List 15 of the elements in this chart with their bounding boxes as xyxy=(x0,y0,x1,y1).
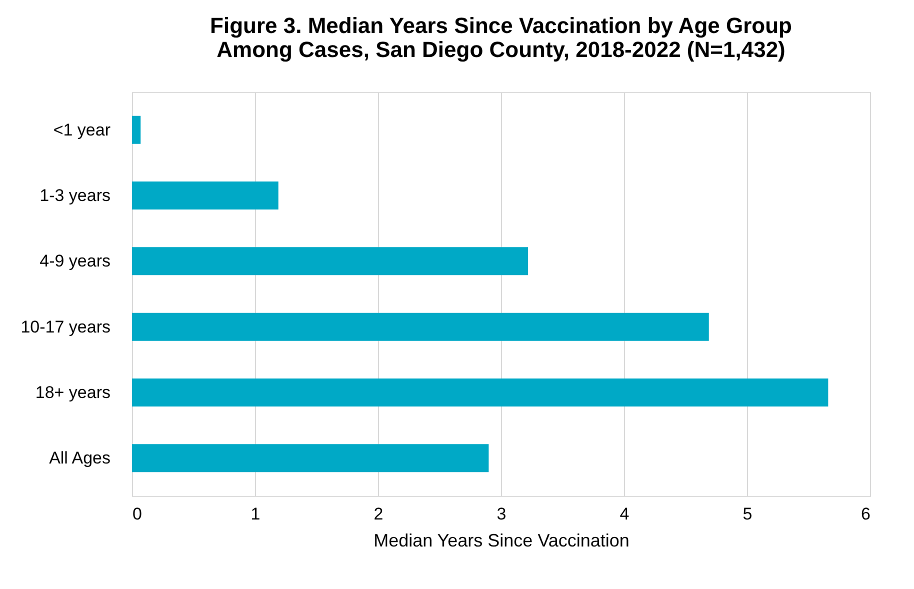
y-tick-label: 10-17 years xyxy=(20,317,110,336)
chart-title: Figure 3. Median Years Since Vaccination by Age Group Among Cases, San Diego County, 2018-2022 (N=1,432) xyxy=(210,13,792,62)
x-tick-label: 1 xyxy=(250,504,260,524)
x-tick-label: 3 xyxy=(496,504,506,524)
x-axis-title: Median Years Since Vaccination xyxy=(374,530,630,550)
y-tick-label: 18+ years xyxy=(35,383,110,402)
y-tick-label: 1-3 years xyxy=(40,186,110,205)
x-tick-label: 5 xyxy=(742,504,752,524)
y-tick-label: 4-9 years xyxy=(40,252,110,271)
x-tick-label: 4 xyxy=(620,504,630,524)
y-tick-label: <1 year xyxy=(53,120,111,140)
x-tick-label: 2 xyxy=(374,504,384,524)
x-tick-label: 0 xyxy=(132,504,142,524)
x-tick-label: 6 xyxy=(861,504,870,524)
y-tick-label: All Ages xyxy=(49,448,110,468)
